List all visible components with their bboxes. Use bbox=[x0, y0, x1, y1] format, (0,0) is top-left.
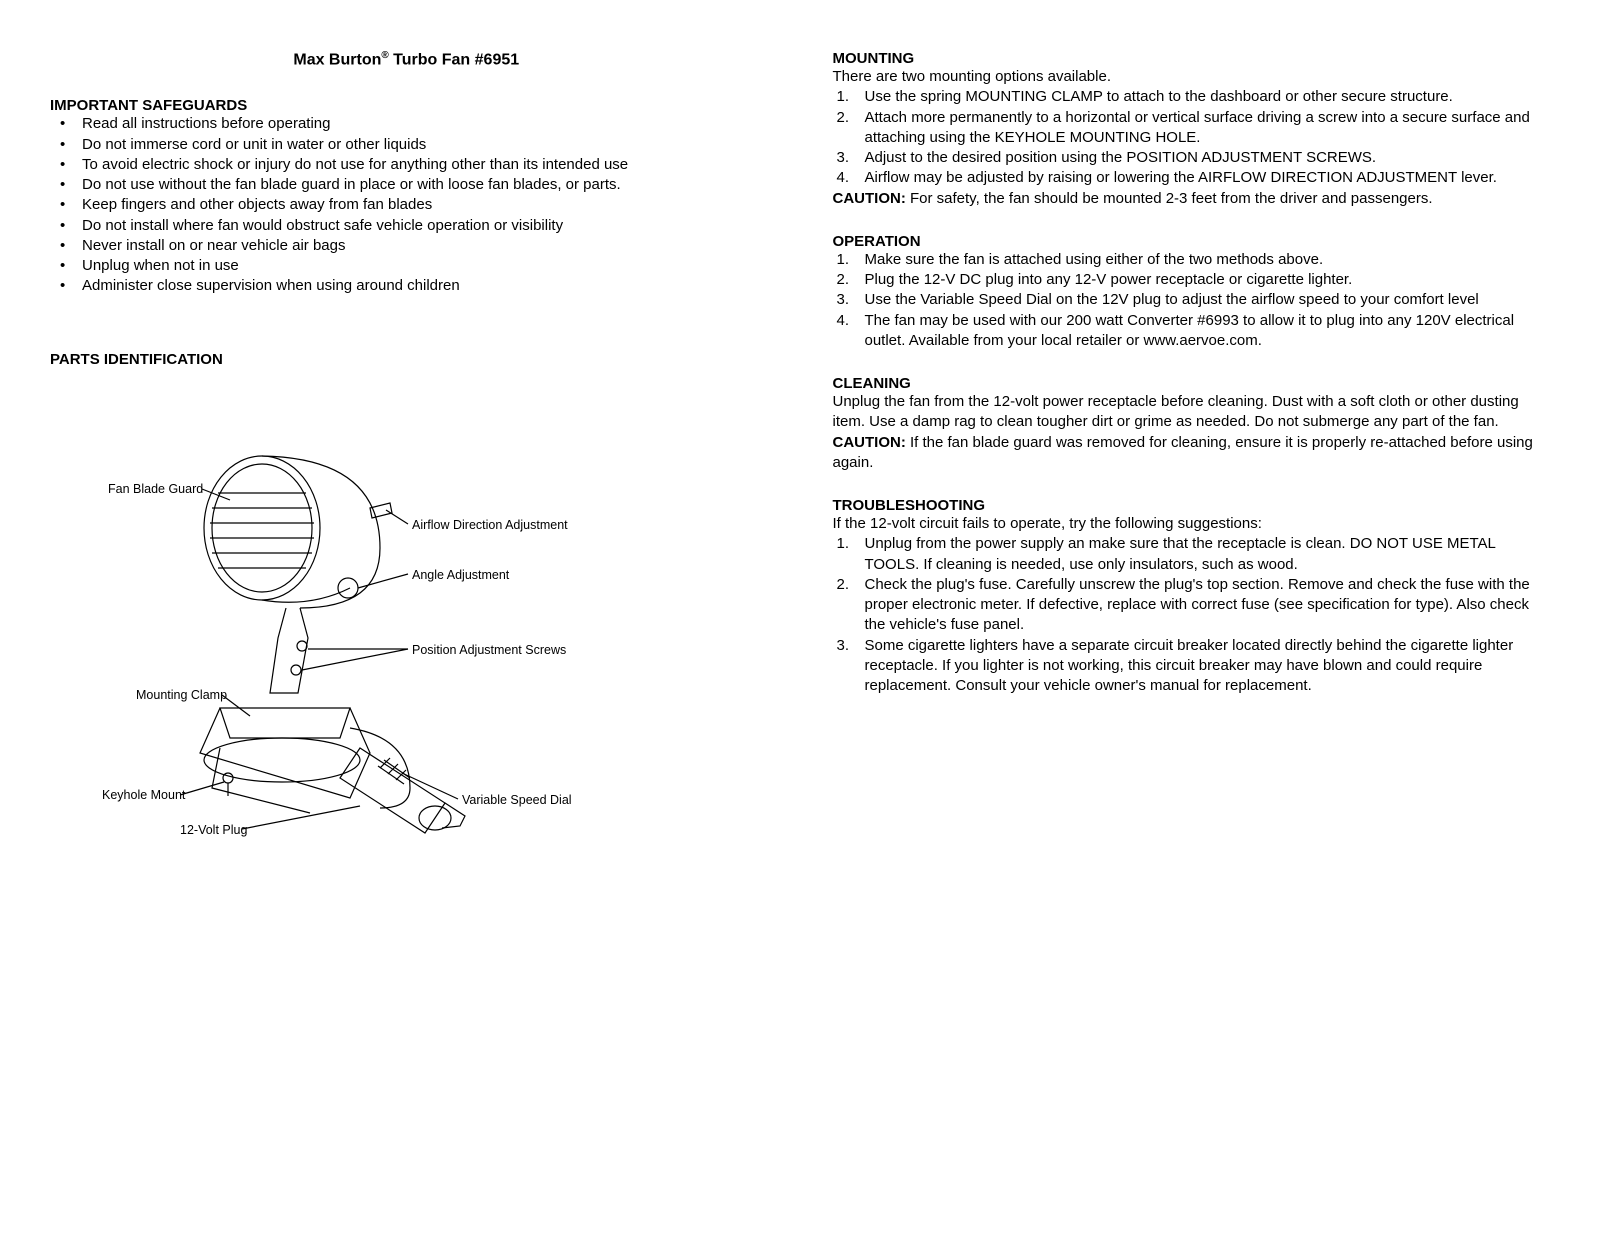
label-position-screws: Position Adjustment Screws bbox=[412, 643, 566, 657]
cleaning-text: Unplug the fan from the 12-volt power re… bbox=[833, 392, 1546, 433]
cleaning-caution: CAUTION: If the fan blade guard was remo… bbox=[833, 433, 1546, 474]
mounting-caution: CAUTION: For safety, the fan should be m… bbox=[833, 189, 1546, 209]
label-angle: Angle Adjustment bbox=[412, 568, 509, 582]
safeguard-item: To avoid electric shock or injury do not… bbox=[50, 155, 763, 175]
label-mounting-clamp: Mounting Clamp bbox=[136, 688, 227, 702]
troubleshooting-intro: If the 12-volt circuit fails to operate,… bbox=[833, 514, 1546, 534]
label-airflow: Airflow Direction Adjustment bbox=[412, 518, 568, 532]
parts-diagram: Fan Blade Guard Airflow Direction Adjust… bbox=[50, 408, 610, 888]
mounting-item: 3.Adjust to the desired position using t… bbox=[833, 148, 1546, 168]
title-suffix: Turbo Fan #6951 bbox=[389, 51, 519, 68]
mounting-item: 2.Attach more permanently to a horizonta… bbox=[833, 108, 1546, 149]
registered-mark: ® bbox=[381, 50, 388, 61]
title-prefix: Max Burton bbox=[293, 51, 381, 68]
operation-item: 3.Use the Variable Speed Dial on the 12V… bbox=[833, 290, 1546, 310]
mounting-section: MOUNTING There are two mounting options … bbox=[833, 50, 1546, 209]
parts-heading: PARTS IDENTIFICATION bbox=[50, 351, 763, 368]
left-column: Max Burton® Turbo Fan #6951 IMPORTANT SA… bbox=[50, 50, 763, 1187]
operation-section: OPERATION 1.Make sure the fan is attache… bbox=[833, 233, 1546, 351]
safeguards-heading: IMPORTANT SAFEGUARDS bbox=[50, 97, 763, 114]
safeguards-section: IMPORTANT SAFEGUARDS Read all instructio… bbox=[50, 97, 763, 296]
operation-list: 1.Make sure the fan is attached using ei… bbox=[833, 250, 1546, 351]
troubleshooting-section: TROUBLESHOOTING If the 12-volt circuit f… bbox=[833, 497, 1546, 696]
operation-item: 2.Plug the 12-V DC plug into any 12-V po… bbox=[833, 270, 1546, 290]
mounting-item: 1.Use the spring MOUNTING CLAMP to attac… bbox=[833, 87, 1546, 107]
operation-item: 1.Make sure the fan is attached using ei… bbox=[833, 250, 1546, 270]
safeguard-item: Do not install where fan would obstruct … bbox=[50, 216, 763, 236]
troubleshooting-heading: TROUBLESHOOTING bbox=[833, 497, 1546, 514]
safeguard-item: Never install on or near vehicle air bag… bbox=[50, 236, 763, 256]
safeguard-item: Administer close supervision when using … bbox=[50, 276, 763, 296]
safeguard-item: Read all instructions before operating bbox=[50, 114, 763, 134]
safeguard-item: Do not immerse cord or unit in water or … bbox=[50, 135, 763, 155]
cleaning-section: CLEANING Unplug the fan from the 12-volt… bbox=[833, 375, 1546, 473]
caution-label: CAUTION: bbox=[833, 434, 906, 451]
label-fan-blade-guard: Fan Blade Guard bbox=[108, 482, 203, 496]
safeguard-item: Keep fingers and other objects away from… bbox=[50, 195, 763, 215]
right-column: MOUNTING There are two mounting options … bbox=[833, 50, 1546, 1187]
troubleshooting-item: 2.Check the plug's fuse. Carefully unscr… bbox=[833, 575, 1546, 636]
label-keyhole: Keyhole Mount bbox=[102, 788, 185, 802]
troubleshooting-list: 1.Unplug from the power supply an make s… bbox=[833, 534, 1546, 696]
safeguard-item: Do not use without the fan blade guard i… bbox=[50, 175, 763, 195]
mounting-heading: MOUNTING bbox=[833, 50, 1546, 67]
safeguard-item: Unplug when not in use bbox=[50, 256, 763, 276]
troubleshooting-item: 3.Some cigarette lighters have a separat… bbox=[833, 636, 1546, 697]
operation-item: 4.The fan may be used with our 200 watt … bbox=[833, 311, 1546, 352]
product-title: Max Burton® Turbo Fan #6951 bbox=[50, 50, 763, 69]
label-12v-plug: 12-Volt Plug bbox=[180, 823, 247, 837]
mounting-list: 1.Use the spring MOUNTING CLAMP to attac… bbox=[833, 87, 1546, 188]
operation-heading: OPERATION bbox=[833, 233, 1546, 250]
cleaning-heading: CLEANING bbox=[833, 375, 1546, 392]
troubleshooting-item: 1.Unplug from the power supply an make s… bbox=[833, 534, 1546, 575]
mounting-intro: There are two mounting options available… bbox=[833, 67, 1546, 87]
caution-label: CAUTION: bbox=[833, 190, 906, 207]
caution-text: For safety, the fan should be mounted 2-… bbox=[906, 190, 1433, 207]
label-speed-dial: Variable Speed Dial bbox=[462, 793, 572, 807]
mounting-item: 4.Airflow may be adjusted by raising or … bbox=[833, 168, 1546, 188]
caution-text: If the fan blade guard was removed for c… bbox=[833, 434, 1533, 471]
safeguards-list: Read all instructions before operating D… bbox=[50, 114, 763, 296]
